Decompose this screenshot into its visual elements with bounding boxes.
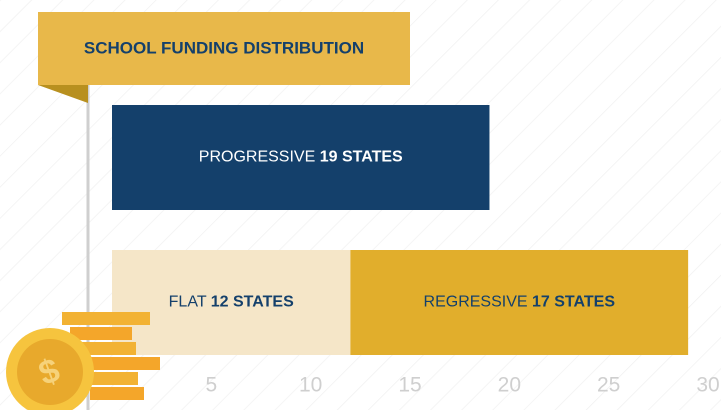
x-tick-label: 5 [205, 374, 217, 397]
value-label: 17 STATES [532, 294, 615, 311]
x-tick-label: 30 [696, 374, 719, 397]
bar-label: PROGRESSIVE 19 STATES [199, 149, 403, 166]
series-name: PROGRESSIVE [199, 149, 315, 166]
bar-label: FLAT 12 STATES [169, 294, 294, 311]
series-name: REGRESSIVE [424, 294, 528, 311]
value-label: 19 STATES [320, 149, 403, 166]
series-name: FLAT [169, 294, 207, 311]
bar-label: REGRESSIVE 17 STATES [424, 294, 616, 311]
x-tick-label: 10 [299, 374, 322, 397]
x-tick-label: 25 [597, 374, 620, 397]
value-label: 12 STATES [211, 294, 294, 311]
x-tick-label: 20 [498, 374, 521, 397]
x-tick-label: 15 [398, 374, 421, 397]
chart: SCHOOL FUNDING DISTRIBUTION 5 10 15 20 25 30 P… [0, 0, 721, 410]
chart-title: SCHOOL FUNDING DISTRIBUTION [84, 38, 364, 57]
